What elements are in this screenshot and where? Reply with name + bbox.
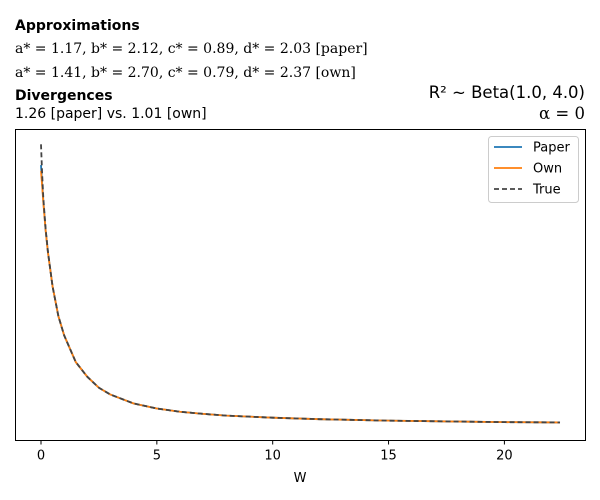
divergences-heading: Divergences bbox=[15, 88, 113, 104]
legend[interactable]: Paper Own True bbox=[488, 136, 579, 203]
divergence-values: 1.26 [paper] vs. 1.01 [own] bbox=[15, 106, 207, 122]
distribution-title: R² ∼ Beta(1.0, 4.0) bbox=[428, 83, 585, 102]
approximations-heading: Approximations bbox=[15, 18, 140, 34]
x-axis-label: W bbox=[294, 471, 307, 486]
plot-frame bbox=[15, 129, 586, 441]
series-lines bbox=[40, 144, 561, 424]
series-line-true bbox=[40, 144, 561, 424]
legend-label-own: Own bbox=[533, 162, 562, 177]
approximation-own-params: a* = 1.41, b* = 2.70, c* = 0.79, d* = 2.… bbox=[15, 65, 356, 81]
legend-label-paper: Paper bbox=[533, 141, 570, 156]
approximation-paper-params: a* = 1.17, b* = 2.12, c* = 0.89, d* = 2.… bbox=[15, 41, 368, 57]
x-tick-label: 15 bbox=[380, 449, 397, 464]
alpha-title: α = 0 bbox=[539, 104, 585, 123]
x-tick-label: 5 bbox=[153, 449, 161, 464]
legend-box bbox=[488, 136, 579, 203]
x-axis-ticks: 0 5 10 15 20 bbox=[37, 440, 513, 464]
x-tick-label: 20 bbox=[496, 449, 513, 464]
x-tick-label: 0 bbox=[37, 449, 45, 464]
x-tick-label: 10 bbox=[264, 449, 281, 464]
series-line-paper bbox=[40, 164, 561, 424]
series-line-own bbox=[40, 170, 561, 424]
legend-label-true: True bbox=[532, 183, 561, 198]
